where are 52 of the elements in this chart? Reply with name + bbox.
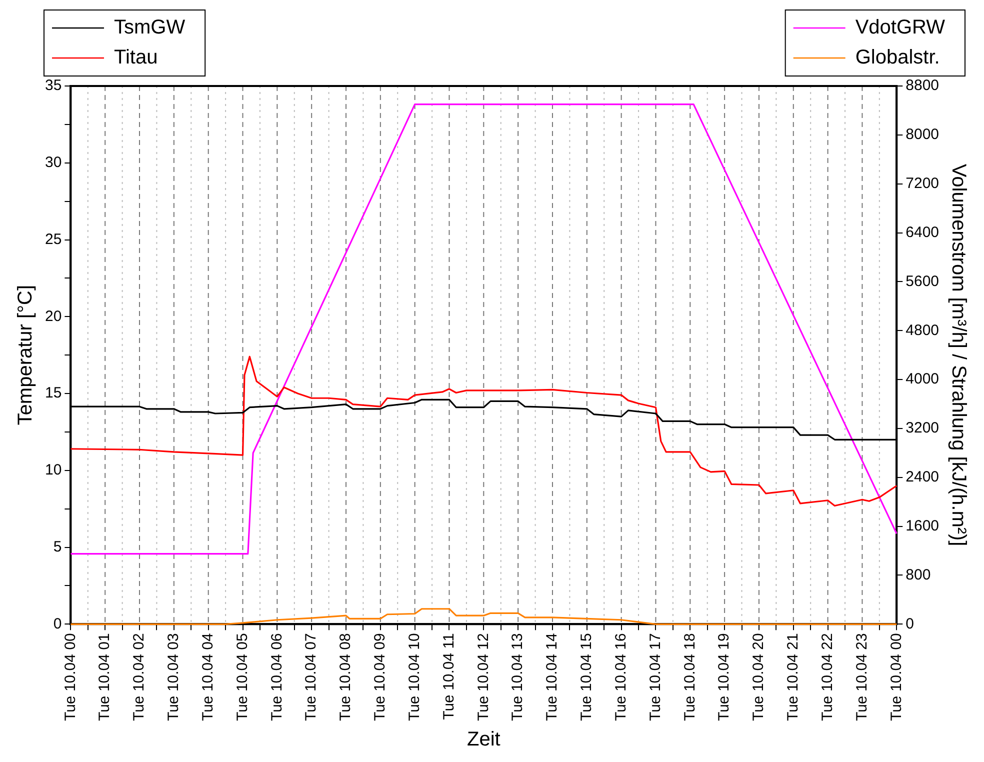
legend-label: Titau [114,46,158,69]
x-tick-label: Tue 10.04 21 [784,633,802,722]
x-tick-label: Tue 10.04 14 [544,633,561,722]
x-tick-label: Tue 10.04 06 [268,633,286,722]
legend-label: TsmGW [114,16,186,39]
x-tick-label: Tue 10.04 03 [165,633,182,722]
x-tick-label: Tue 10.04 12 [474,633,492,722]
x-tick-label: Tue 10.04 22 [818,633,836,722]
y2-tick-label: 2400 [906,468,940,486]
x-tick-label: Tue 10.04 05 [234,633,251,722]
y2-tick-label: 3200 [906,420,940,437]
y2-tick-label: 4800 [906,322,940,339]
y2-tick-label: 800 [906,566,931,584]
x-tick-label: Tue 10.04 09 [372,633,389,722]
x-tick-label: Tue 10.04 10 [406,633,423,722]
x-tick-label: Tue 10.04 00 [888,633,905,722]
y-tick-label: 5 [53,538,62,556]
x-tick-label: Tue 10.04 01 [96,633,114,722]
y-tick-label: 0 [53,615,62,632]
y2-tick-label: 7200 [906,174,940,192]
x-tick-label: Tue 10.04 08 [337,633,354,722]
y-tick-label: 15 [44,384,62,402]
y2-tick-label: 6400 [906,224,940,241]
legend-label: VdotGRW [855,16,946,39]
legend-label: Globalstr. [855,46,940,69]
y-tick-label: 35 [44,77,62,94]
x-tick-label: Tue 10.04 07 [302,633,320,722]
y-tick-label: 25 [44,230,62,248]
y-tick-label: 30 [44,154,62,172]
x-tick-label: Tue 10.04 00 [62,633,79,722]
x-tick-label: Tue 10.04 15 [578,633,596,722]
y2-tick-label: 4000 [906,370,940,388]
x-tick-label: Tue 10.04 23 [853,633,870,722]
y-tick-label: 20 [44,308,62,325]
y-tick-label: 10 [44,462,62,479]
x-tick-label: Tue 10.04 04 [199,633,216,722]
y2-tick-label: 8000 [906,126,940,144]
y2-tick-label: 8800 [906,77,940,94]
x-tick-label: Tue 10.04 13 [509,633,526,722]
x-tick-label: Tue 10.04 19 [716,633,733,722]
x-tick-label: Tue 10.04 18 [681,633,698,722]
x-tick-label: Tue 10.04 02 [130,633,148,722]
x-tick-label: Tue 10.04 16 [612,633,630,722]
y-axis-title: Temperatur [°C] [14,284,37,426]
y2-tick-label: 5600 [906,272,940,290]
y2-tick-label: 1600 [906,517,940,534]
x-tick-label: Tue 10.04 11 [440,633,458,720]
y2-axis-title: Volumenstrom [m³/h] / Strahlung [kJ/(h.m²)] [947,164,970,546]
x-axis-title: Zeit [466,728,501,751]
y2-tick-label: 0 [906,615,914,632]
x-tick-label: Tue 10.04 20 [750,633,768,722]
x-tick-label: Tue 10.04 17 [646,633,664,722]
